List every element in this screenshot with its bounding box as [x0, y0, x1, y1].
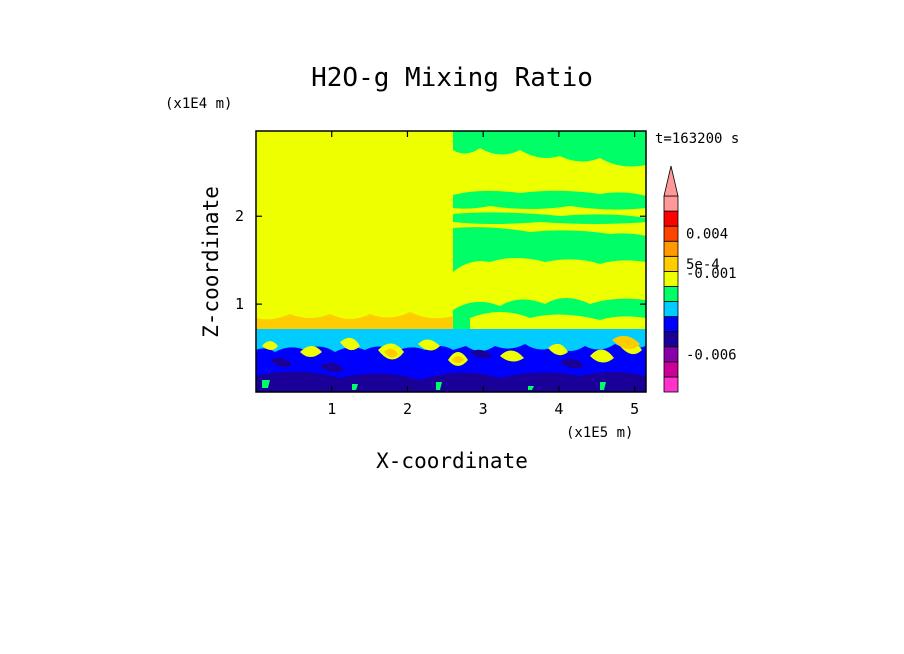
- colorbar-segment: [663, 240, 679, 257]
- orange-blobs-lower: [384, 335, 640, 363]
- green-streak-band-2: [453, 212, 646, 224]
- colorbar-segment: [663, 195, 679, 212]
- colorbar-segment: [663, 316, 679, 333]
- colorbar-label: -0.006: [686, 347, 737, 363]
- colorbar: 0.004 5e-4-0.001 -0.006: [663, 165, 737, 393]
- green-streak-band-3: [453, 227, 646, 272]
- colorbar-segment: [663, 301, 679, 318]
- y-axis-label: Z-coordinate: [199, 186, 223, 338]
- colorbar-segment: [663, 346, 679, 363]
- chart-title: H2O-g Mixing Ratio: [311, 63, 593, 93]
- time-label: t=163200 s: [655, 131, 739, 147]
- left-transition-wave: [256, 300, 453, 320]
- colorbar-segment: [663, 225, 679, 242]
- yellow-blobs-lower: [262, 337, 642, 366]
- y-tick-label: 2: [235, 207, 244, 225]
- x-tick-label: 5: [630, 400, 639, 418]
- dark-blue-lower: [256, 349, 646, 392]
- x-tick-label: 1: [327, 400, 336, 418]
- yellow-patch: [470, 312, 646, 331]
- colorbar-segment: [663, 270, 679, 287]
- colorbar-label: 5e-4: [686, 257, 720, 273]
- contour-field: [256, 131, 646, 392]
- colorbar-segment: [663, 286, 679, 302]
- colorbar-segment: [663, 376, 679, 393]
- x-tick-label: 3: [479, 400, 488, 418]
- x-axis-label: X-coordinate: [376, 449, 528, 473]
- colorbar-label: -0.001: [686, 266, 737, 282]
- colorbar-segment: [663, 255, 679, 272]
- y-axis: 12: [235, 207, 646, 313]
- colorbar-segment: [663, 361, 679, 378]
- colorbar-extend-arrow: [663, 165, 679, 197]
- y-unit-label: (x1E4 m): [165, 96, 232, 112]
- upper-left-region: [256, 131, 453, 329]
- plot-frame: [255, 130, 647, 393]
- y-tick-label: 1: [235, 295, 244, 313]
- colorbar-segment: [663, 331, 679, 348]
- colorbar-label: 0.004: [686, 227, 728, 243]
- x-tick-label: 2: [403, 400, 412, 418]
- green-streak-top: [453, 131, 646, 167]
- x-tick-label: 4: [554, 400, 563, 418]
- green-streak-band-1: [453, 190, 646, 210]
- colorbar-segment: [663, 210, 679, 227]
- x-axis: 1 2 3 4 5: [327, 131, 639, 418]
- x-unit-label: (x1E5 m): [566, 425, 633, 441]
